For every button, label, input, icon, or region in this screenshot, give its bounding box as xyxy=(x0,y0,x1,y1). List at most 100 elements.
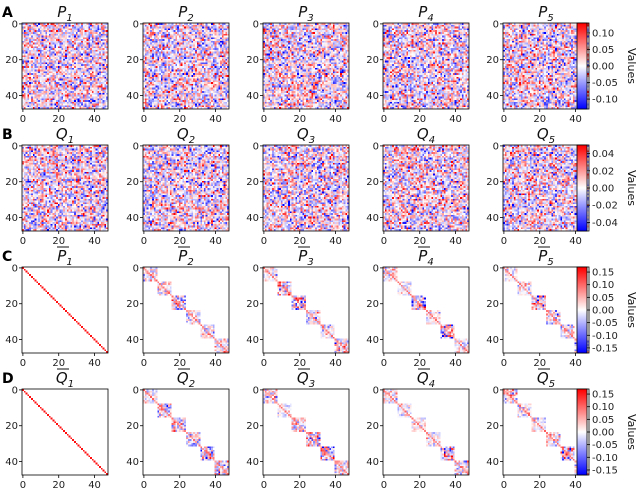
panel-title: P4 xyxy=(418,247,433,268)
x-tick-label: 20 xyxy=(293,480,306,490)
x-tick-label: 20 xyxy=(173,358,186,369)
panel-frame xyxy=(21,22,109,110)
x-tick-label: 20 xyxy=(173,114,186,125)
x-tick-label: 0 xyxy=(141,480,147,490)
panel-q2: Q2 0 0 20 20 40 40 xyxy=(126,125,230,247)
y-tick-label: 40 xyxy=(5,457,18,468)
panel-frame xyxy=(262,388,350,476)
y-tick-label: 0 xyxy=(373,385,379,396)
panel-q5: Q5 0 0 20 20 40 40 xyxy=(486,125,590,247)
row-label: D xyxy=(2,371,14,387)
panel-frame xyxy=(262,266,350,354)
x-tick-label: 40 xyxy=(209,480,222,490)
y-tick-label: 40 xyxy=(246,213,259,224)
colorbar-tick-label: -0.02 xyxy=(592,201,618,212)
colorbar-tick-label: -0.10 xyxy=(592,95,618,106)
colorbar-tick-label: 0.02 xyxy=(592,166,614,177)
y-tick-label: 0 xyxy=(373,19,379,30)
x-tick-label: 0 xyxy=(381,358,387,369)
x-tick-label: 0 xyxy=(381,480,387,490)
x-tick-label: 40 xyxy=(88,358,101,369)
x-tick-label: 40 xyxy=(329,114,342,125)
panel-title: Q3 xyxy=(297,125,315,146)
x-tick-label: 40 xyxy=(209,358,222,369)
y-tick-label: 20 xyxy=(126,55,139,66)
panel-q1: Q1 0 0 20 20 40 40 xyxy=(5,125,109,247)
colorbar-tick-label: 0.10 xyxy=(592,402,614,413)
y-tick-label: 20 xyxy=(246,299,259,310)
heatmap-matrix xyxy=(22,389,108,475)
y-tick-label: 20 xyxy=(126,299,139,310)
y-tick-label: 20 xyxy=(366,299,379,310)
x-tick-label: 40 xyxy=(569,114,582,125)
x-tick-label: 0 xyxy=(381,236,387,247)
colorbar-tick-label: 0.10 xyxy=(592,280,614,291)
x-tick-label: 20 xyxy=(52,358,65,369)
heatmap-matrix xyxy=(383,267,469,353)
colorbar-tick-label: -0.10 xyxy=(592,453,618,464)
y-tick-label: 0 xyxy=(493,141,499,152)
x-tick-label: 0 xyxy=(261,358,267,369)
x-tick-label: 20 xyxy=(413,480,426,490)
heatmap-matrix xyxy=(143,145,229,231)
x-tick-label: 40 xyxy=(88,114,101,125)
y-tick-label: 20 xyxy=(126,177,139,188)
colorbar-tick-label: 0.05 xyxy=(592,415,614,426)
y-tick-label: 40 xyxy=(366,91,379,102)
y-tick-label: 0 xyxy=(12,263,18,274)
x-tick-label: 0 xyxy=(261,236,267,247)
panel-p4: P4 0 0 20 20 40 40 xyxy=(366,3,470,125)
x-tick-label: 20 xyxy=(533,480,546,490)
colorbar-gradient xyxy=(577,267,587,353)
x-tick-label: 40 xyxy=(449,114,462,125)
panel-frame xyxy=(262,144,350,232)
y-tick-label: 20 xyxy=(486,55,499,66)
panel-title: P3 xyxy=(298,3,313,24)
x-tick-label: 0 xyxy=(261,480,267,490)
colorbar-tick-label: 0.00 xyxy=(592,62,614,73)
y-tick-label: 0 xyxy=(253,385,259,396)
y-tick-label: 40 xyxy=(126,335,139,346)
y-tick-label: 0 xyxy=(493,385,499,396)
colorbar: 0.04 0.02 0.00 -0.02 -0.04 Values xyxy=(576,144,638,232)
heatmap-matrix xyxy=(22,267,108,353)
heatmap-matrix xyxy=(503,23,589,109)
panel-p5: P5 0 0 20 20 40 40 xyxy=(486,246,590,369)
colorbar-tick-label: -0.10 xyxy=(592,331,618,342)
colorbar-tick-label: 0.15 xyxy=(592,268,614,279)
panel-frame xyxy=(262,22,350,110)
panel-q5: Q5 0 0 20 20 40 40 xyxy=(486,368,590,490)
panel-title: Q5 xyxy=(537,125,555,146)
panel-frame xyxy=(142,266,230,354)
row-a: A P1 0 0 20 20 40 40 P2 0 0 20 20 40 40 P3 0 0 20 20 40 40 P4 0… xyxy=(2,3,638,125)
y-tick-label: 0 xyxy=(253,141,259,152)
y-tick-label: 20 xyxy=(126,421,139,432)
row-c: C P1 0 0 20 20 40 40 P2 0 0 20 20 40 40 P3 0 0 20 20 40 40 P4 0… xyxy=(2,246,638,369)
y-tick-label: 40 xyxy=(5,91,18,102)
panel-p5: P5 0 0 20 20 40 40 xyxy=(486,3,590,125)
colorbar-tick-label: -0.04 xyxy=(592,218,618,229)
y-tick-label: 40 xyxy=(5,213,18,224)
panel-title: P3 xyxy=(298,247,313,268)
y-tick-label: 20 xyxy=(486,177,499,188)
colorbar-tick-label: 0.00 xyxy=(592,428,614,439)
x-tick-label: 0 xyxy=(501,358,507,369)
panel-q2: Q2 0 0 20 20 40 40 xyxy=(126,368,230,490)
panel-title: P2 xyxy=(178,3,193,24)
colorbar-tick-label: -0.15 xyxy=(592,465,618,476)
panel-title: P4 xyxy=(418,3,433,24)
y-tick-label: 40 xyxy=(246,91,259,102)
x-tick-label: 20 xyxy=(293,358,306,369)
x-tick-label: 40 xyxy=(209,114,222,125)
x-tick-label: 20 xyxy=(52,236,65,247)
colorbar-tick-label: -0.15 xyxy=(592,343,618,354)
colorbar-tick-label: -0.05 xyxy=(592,440,618,451)
colorbar: 0.150.10 0.05 0.00-0.05 -0.10-0.15 Values xyxy=(576,388,638,476)
x-tick-label: 20 xyxy=(533,114,546,125)
x-tick-label: 20 xyxy=(413,236,426,247)
y-tick-label: 20 xyxy=(366,421,379,432)
colorbar-label: Values xyxy=(625,48,638,84)
x-tick-label: 20 xyxy=(52,114,65,125)
y-tick-label: 20 xyxy=(366,177,379,188)
